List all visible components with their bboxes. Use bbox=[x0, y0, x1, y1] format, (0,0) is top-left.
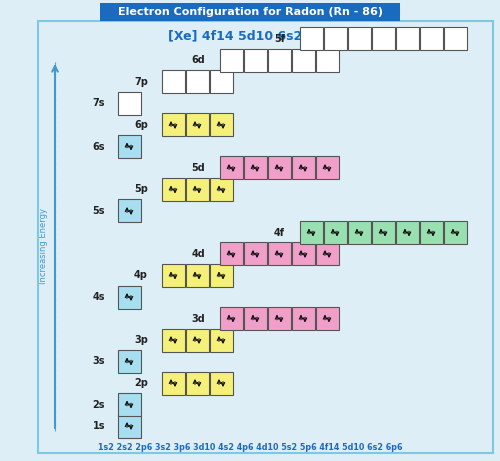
FancyBboxPatch shape bbox=[300, 221, 322, 244]
Text: 1s: 1s bbox=[92, 421, 105, 431]
FancyBboxPatch shape bbox=[186, 329, 208, 351]
FancyBboxPatch shape bbox=[118, 285, 141, 308]
FancyBboxPatch shape bbox=[444, 28, 466, 51]
FancyBboxPatch shape bbox=[118, 350, 141, 373]
FancyBboxPatch shape bbox=[372, 28, 394, 51]
FancyBboxPatch shape bbox=[118, 200, 141, 223]
FancyBboxPatch shape bbox=[396, 221, 418, 244]
FancyBboxPatch shape bbox=[372, 221, 394, 244]
FancyBboxPatch shape bbox=[244, 242, 266, 266]
FancyBboxPatch shape bbox=[220, 307, 242, 330]
FancyBboxPatch shape bbox=[118, 393, 141, 416]
Text: 5p: 5p bbox=[134, 184, 148, 195]
FancyBboxPatch shape bbox=[420, 28, 442, 51]
Text: 2p: 2p bbox=[134, 378, 148, 388]
FancyBboxPatch shape bbox=[220, 242, 242, 266]
Text: 6s: 6s bbox=[92, 142, 105, 152]
FancyBboxPatch shape bbox=[220, 156, 242, 179]
FancyBboxPatch shape bbox=[186, 178, 208, 201]
FancyBboxPatch shape bbox=[268, 49, 290, 72]
FancyBboxPatch shape bbox=[348, 221, 370, 244]
Text: 7s: 7s bbox=[92, 99, 105, 108]
FancyBboxPatch shape bbox=[292, 242, 314, 266]
FancyBboxPatch shape bbox=[324, 28, 346, 51]
Text: 3p: 3p bbox=[134, 335, 148, 345]
FancyBboxPatch shape bbox=[162, 329, 184, 351]
Text: 4s: 4s bbox=[92, 292, 105, 302]
FancyBboxPatch shape bbox=[186, 264, 208, 287]
FancyBboxPatch shape bbox=[118, 135, 141, 158]
FancyBboxPatch shape bbox=[162, 264, 184, 287]
FancyBboxPatch shape bbox=[244, 156, 266, 179]
FancyBboxPatch shape bbox=[100, 3, 400, 21]
FancyBboxPatch shape bbox=[162, 113, 184, 136]
FancyBboxPatch shape bbox=[324, 221, 346, 244]
FancyBboxPatch shape bbox=[396, 28, 418, 51]
FancyBboxPatch shape bbox=[316, 307, 338, 330]
Text: 6d: 6d bbox=[191, 55, 205, 65]
FancyBboxPatch shape bbox=[210, 71, 233, 94]
FancyBboxPatch shape bbox=[420, 221, 442, 244]
FancyBboxPatch shape bbox=[162, 372, 184, 395]
Text: 4p: 4p bbox=[134, 271, 148, 280]
Text: 5s: 5s bbox=[92, 206, 105, 216]
FancyBboxPatch shape bbox=[444, 221, 466, 244]
FancyBboxPatch shape bbox=[268, 242, 290, 266]
FancyBboxPatch shape bbox=[118, 414, 141, 437]
FancyBboxPatch shape bbox=[186, 71, 208, 94]
FancyBboxPatch shape bbox=[316, 242, 338, 266]
FancyBboxPatch shape bbox=[300, 28, 322, 51]
FancyBboxPatch shape bbox=[268, 156, 290, 179]
Text: 5f: 5f bbox=[274, 34, 285, 44]
FancyBboxPatch shape bbox=[316, 49, 338, 72]
FancyBboxPatch shape bbox=[316, 156, 338, 179]
FancyBboxPatch shape bbox=[162, 71, 184, 94]
FancyBboxPatch shape bbox=[118, 92, 141, 115]
FancyBboxPatch shape bbox=[292, 156, 314, 179]
Text: 7p: 7p bbox=[134, 77, 148, 87]
FancyBboxPatch shape bbox=[268, 307, 290, 330]
FancyBboxPatch shape bbox=[210, 329, 233, 351]
Text: 4d: 4d bbox=[191, 249, 205, 259]
Text: [Xe] 4f14 5d10 6s2 6p6: [Xe] 4f14 5d10 6s2 6p6 bbox=[168, 30, 332, 43]
Text: 3d: 3d bbox=[191, 313, 205, 324]
Text: 3s: 3s bbox=[92, 356, 105, 366]
FancyBboxPatch shape bbox=[186, 113, 208, 136]
FancyBboxPatch shape bbox=[244, 307, 266, 330]
Text: 5d: 5d bbox=[191, 163, 205, 173]
Text: 2s: 2s bbox=[92, 400, 105, 409]
FancyBboxPatch shape bbox=[186, 372, 208, 395]
FancyBboxPatch shape bbox=[162, 178, 184, 201]
Text: 6p: 6p bbox=[134, 120, 148, 130]
Text: 4f: 4f bbox=[274, 227, 285, 237]
FancyBboxPatch shape bbox=[348, 28, 370, 51]
Text: Electron Configuration for Radon (Rn - 86): Electron Configuration for Radon (Rn - 8… bbox=[118, 7, 382, 17]
FancyBboxPatch shape bbox=[210, 178, 233, 201]
Text: Increasing Energy: Increasing Energy bbox=[40, 208, 48, 284]
FancyBboxPatch shape bbox=[210, 372, 233, 395]
FancyBboxPatch shape bbox=[220, 49, 242, 72]
FancyBboxPatch shape bbox=[292, 49, 314, 72]
FancyBboxPatch shape bbox=[210, 264, 233, 287]
FancyBboxPatch shape bbox=[292, 307, 314, 330]
Text: 1s2 2s2 2p6 3s2 3p6 3d10 4s2 4p6 4d10 5s2 5p6 4f14 5d10 6s2 6p6: 1s2 2s2 2p6 3s2 3p6 3d10 4s2 4p6 4d10 5s… bbox=[98, 443, 402, 451]
FancyBboxPatch shape bbox=[210, 113, 233, 136]
FancyBboxPatch shape bbox=[244, 49, 266, 72]
